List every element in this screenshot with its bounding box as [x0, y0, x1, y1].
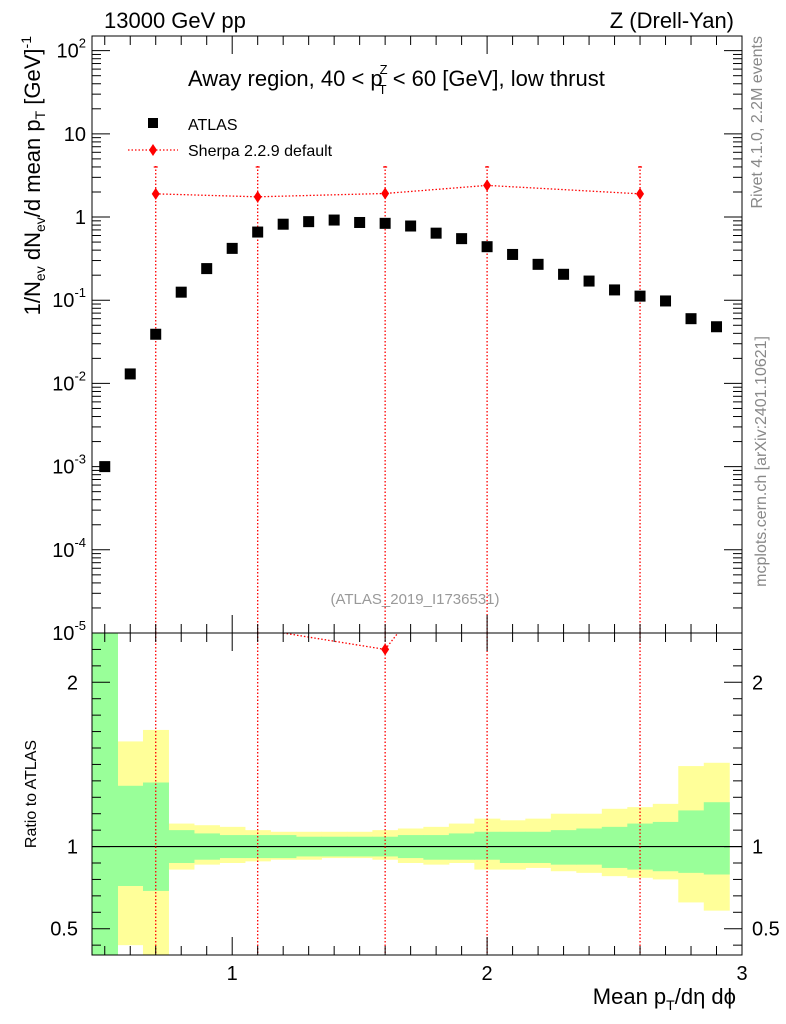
- atlas-point: [711, 321, 723, 333]
- main-title-pre: Away region, 40 < p: [188, 66, 383, 91]
- sherpa-point: [151, 187, 160, 200]
- ratio-band-stat: [474, 831, 501, 860]
- x-axis-label: Mean pT/dη dϕ: [593, 984, 736, 1013]
- ratio-ytick-label-right: 0.5: [752, 919, 780, 941]
- ratio-band-stat: [550, 830, 577, 865]
- main-ytick-label: 102: [57, 36, 86, 63]
- legend: ATLAS Sherpa 2.2.9 default: [128, 117, 333, 160]
- ratio-band-stat: [601, 826, 628, 868]
- atlas-point: [277, 218, 289, 230]
- main-ytick-label: 10-4: [52, 535, 86, 562]
- atlas-point: [252, 226, 264, 238]
- ratio-y-axis-label: Ratio to ATLAS: [23, 740, 40, 848]
- main-title: Away region, 40 < pZ T < 60 [GeV], low th…: [188, 62, 605, 97]
- main-title-sup: Z: [380, 62, 388, 77]
- mcplots-label: mcplots.cern.ch [arXiv:2401.10621]: [753, 336, 770, 587]
- main-ytick-label: 10-5: [52, 618, 86, 645]
- main-y-axis-label: 1/Nev dNev/d mean pT [GeV]-1: [18, 36, 48, 316]
- ratio-band-stat: [525, 831, 552, 863]
- main-ytick-label: 1: [75, 207, 86, 229]
- ratio-sherpa-point: [381, 643, 390, 656]
- ratio-band-stat: [423, 835, 450, 860]
- sherpa-line: [155, 184, 641, 198]
- atlas-point: [609, 284, 621, 296]
- main-title-post: < 60 [GeV], low thrust: [387, 66, 605, 91]
- ratio-band-stat: [117, 785, 144, 886]
- ratio-band-stat: [703, 802, 730, 875]
- atlas-point: [379, 217, 391, 229]
- xtick-label: 1: [227, 963, 238, 985]
- main-title-sub: T: [379, 82, 387, 97]
- atlas-point: [328, 214, 340, 226]
- atlas-point: [405, 220, 417, 232]
- ratio-ytick-label: 2: [67, 672, 78, 694]
- ratio-band-stat: [678, 810, 705, 873]
- legend-sherpa-marker: [149, 144, 157, 156]
- atlas-point: [124, 368, 136, 380]
- header-energy: 13000 GeV pp: [104, 8, 246, 33]
- ratio-band-stat: [499, 831, 526, 863]
- xtick-label: 3: [736, 963, 747, 985]
- atlas-point: [150, 328, 162, 340]
- atlas-point: [685, 313, 697, 325]
- sherpa-point: [253, 190, 262, 203]
- atlas-point: [456, 233, 468, 245]
- rivet-label: Rivet 4.1.0, 2.2M events: [749, 36, 766, 209]
- ratio-ytick-label: 0.5: [50, 919, 78, 941]
- atlas-point: [430, 227, 442, 239]
- main-ytick-label: 10-2: [52, 368, 86, 395]
- main-ytick-label: 10-3: [52, 452, 86, 479]
- ratio-panel: 1 2 3 0.5 0.5 1 1 2 2 Ratio to ATLAS Mean pT/dη…: [23, 632, 780, 1013]
- atlas-point: [201, 263, 213, 275]
- atlas-point: [558, 268, 570, 280]
- atlas-point: [226, 242, 238, 254]
- sherpa-point: [636, 187, 645, 200]
- atlas-point: [354, 216, 366, 228]
- atlas-point: [303, 216, 315, 228]
- xtick-label: 2: [482, 963, 493, 985]
- ratio-ytick-label-right: 1: [752, 837, 763, 859]
- sherpa-point: [381, 187, 390, 200]
- legend-atlas-marker: [148, 118, 158, 128]
- watermark: (ATLAS_2019_I1736531): [330, 591, 499, 608]
- legend-atlas-label: ATLAS: [188, 117, 238, 134]
- main-ytick-label: 10: [64, 124, 86, 146]
- atlas-point: [481, 241, 493, 253]
- sherpa-point: [483, 179, 492, 192]
- ratio-ytick-label-right: 2: [752, 672, 763, 694]
- ratio-frame: [91, 632, 743, 956]
- atlas-point: [583, 275, 595, 287]
- main-panel: 10-5 10-4 10-3 10-2 10-1 1 10 102 Away region, …: [18, 35, 743, 645]
- atlas-point: [507, 248, 519, 260]
- atlas-point: [532, 258, 544, 270]
- header-process: Z (Drell-Yan): [610, 8, 734, 33]
- main-ytick-label: 10-1: [52, 285, 86, 312]
- ratio-ytick-label: 1: [67, 837, 78, 859]
- atlas-point: [175, 286, 187, 298]
- atlas-point: [634, 290, 646, 302]
- legend-sherpa-label: Sherpa 2.2.9 default: [188, 143, 333, 160]
- ratio-band-stat: [92, 633, 118, 955]
- atlas-point: [660, 295, 672, 307]
